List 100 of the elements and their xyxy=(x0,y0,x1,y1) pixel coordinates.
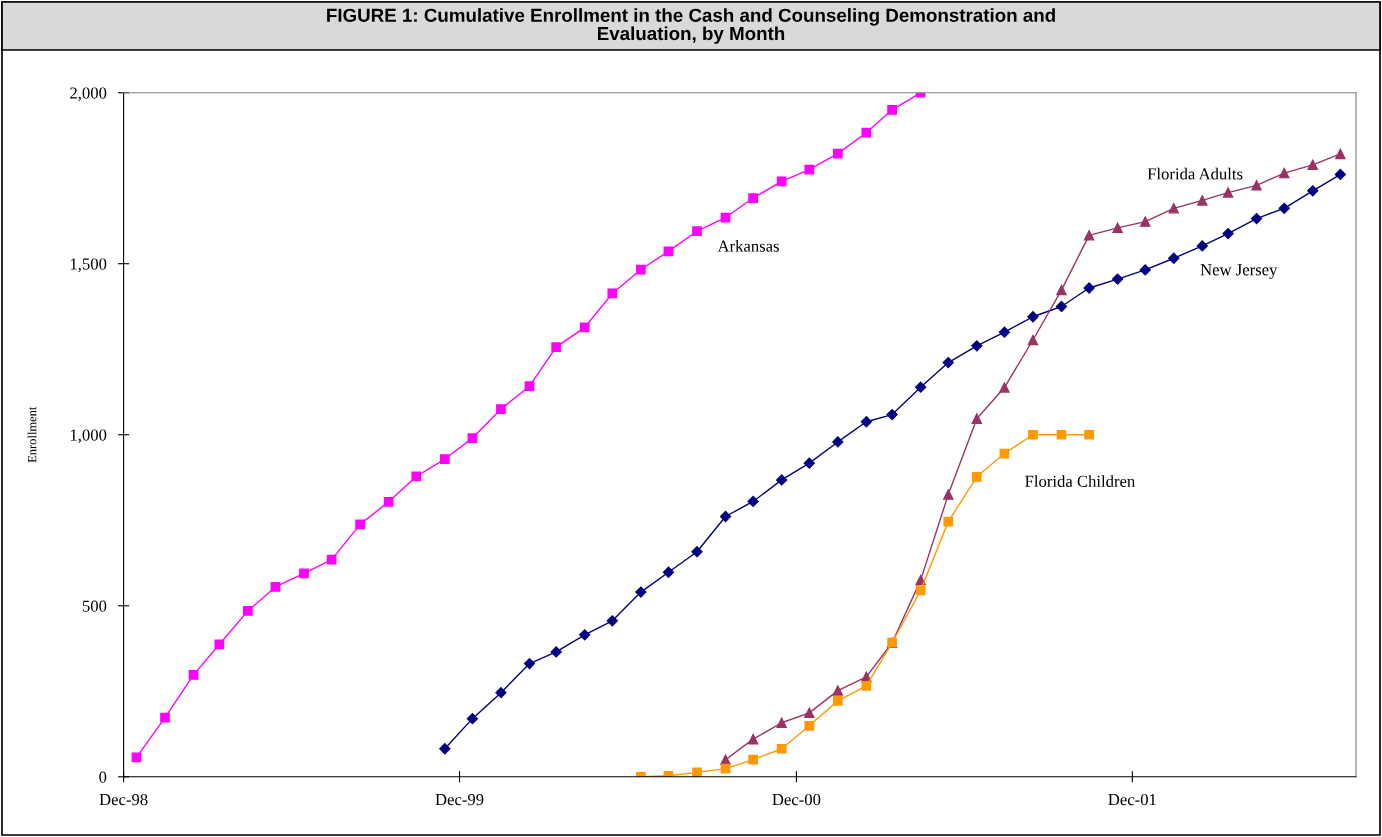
point xyxy=(999,382,1010,393)
point xyxy=(1056,429,1067,440)
point xyxy=(411,471,422,482)
series-label: Florida Adults xyxy=(1147,167,1243,180)
point xyxy=(719,510,732,523)
y-tick-label: 2,000 xyxy=(70,87,107,102)
point xyxy=(606,615,618,627)
point xyxy=(887,104,897,115)
y-tick-label: 0 xyxy=(99,771,107,783)
point xyxy=(832,696,843,706)
point xyxy=(692,226,702,237)
point xyxy=(467,433,478,444)
point xyxy=(1196,240,1208,252)
point xyxy=(971,471,982,482)
point xyxy=(1140,216,1151,227)
point xyxy=(1335,148,1346,160)
point xyxy=(607,288,618,299)
point xyxy=(832,436,844,448)
point xyxy=(1334,168,1346,181)
point xyxy=(971,413,983,424)
point xyxy=(1197,195,1208,206)
point xyxy=(214,639,225,650)
x-tick-label: Dec-98 xyxy=(99,793,148,806)
point xyxy=(915,585,926,596)
point xyxy=(1056,284,1067,296)
point xyxy=(131,752,142,763)
y-axis-title: Enrollment xyxy=(27,406,37,463)
point xyxy=(971,340,983,352)
point xyxy=(1251,180,1262,191)
point xyxy=(579,322,590,333)
point xyxy=(943,489,954,500)
point xyxy=(804,707,815,719)
point xyxy=(1027,311,1039,323)
point xyxy=(635,586,647,598)
chart-title: FIGURE 1: Cumulative Enrollment in the Cash and Counseling Demonstration and Evaluation, by Month xyxy=(327,8,1055,44)
point xyxy=(242,606,253,616)
point xyxy=(1307,185,1319,197)
series-label: New Jersey xyxy=(1200,264,1278,279)
point xyxy=(1112,222,1123,234)
point xyxy=(496,404,506,414)
point xyxy=(1168,203,1179,214)
point xyxy=(270,582,281,592)
point xyxy=(1278,202,1290,214)
point xyxy=(832,148,843,159)
point xyxy=(1250,212,1263,225)
point xyxy=(439,743,451,755)
point xyxy=(998,326,1011,338)
point xyxy=(942,356,954,369)
point xyxy=(804,164,815,175)
point xyxy=(915,574,926,586)
point xyxy=(1112,273,1124,285)
point xyxy=(579,629,591,641)
point xyxy=(776,717,787,728)
x-tick-label: Dec-00 xyxy=(772,793,821,806)
point xyxy=(861,127,872,138)
point xyxy=(1139,264,1151,276)
point xyxy=(776,474,788,486)
point xyxy=(748,193,759,203)
point xyxy=(550,646,562,658)
point xyxy=(748,754,759,765)
point xyxy=(1083,230,1095,241)
point xyxy=(943,516,954,527)
point xyxy=(1168,252,1180,264)
point xyxy=(776,176,787,187)
point xyxy=(692,767,702,777)
point xyxy=(523,657,536,670)
point xyxy=(804,720,815,731)
point xyxy=(1279,167,1290,179)
point xyxy=(524,381,535,392)
point xyxy=(1222,187,1234,198)
point xyxy=(299,568,309,579)
series-label: Florida Children xyxy=(1025,475,1136,487)
point xyxy=(1307,159,1318,171)
point xyxy=(803,457,815,469)
x-tick-label: Dec-01 xyxy=(1108,793,1156,806)
point xyxy=(861,680,872,691)
point xyxy=(439,454,450,464)
point xyxy=(466,713,479,725)
point xyxy=(495,687,507,699)
point xyxy=(160,712,170,723)
point xyxy=(1028,429,1038,440)
series-label: Arkansas xyxy=(717,239,779,252)
point xyxy=(691,546,703,558)
point xyxy=(832,685,844,696)
point xyxy=(1222,228,1234,240)
point xyxy=(1084,429,1094,440)
point xyxy=(747,495,759,508)
point xyxy=(915,381,927,393)
point xyxy=(383,496,394,507)
x-tick-label: Dec-99 xyxy=(435,794,484,806)
point xyxy=(662,566,675,578)
point xyxy=(635,264,646,275)
point xyxy=(188,670,199,680)
point xyxy=(776,743,787,754)
point xyxy=(355,519,366,530)
point xyxy=(551,342,562,353)
y-tick-label: 1,500 xyxy=(70,258,107,273)
point xyxy=(747,733,759,745)
y-tick-label: 1,000 xyxy=(70,429,107,444)
y-tick-label: 500 xyxy=(82,600,107,612)
